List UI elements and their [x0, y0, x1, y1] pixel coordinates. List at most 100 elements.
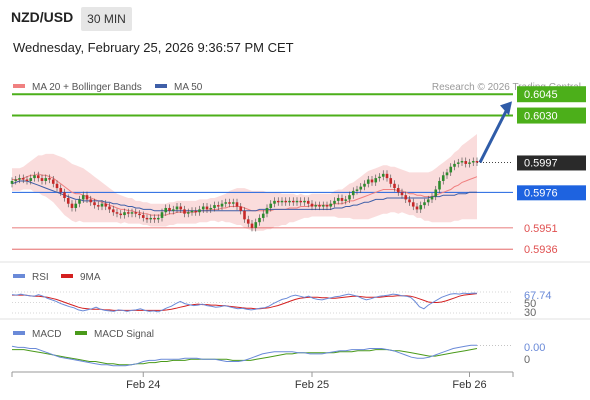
- candle-body: [374, 178, 378, 183]
- candle-body: [156, 217, 160, 220]
- candle-body: [366, 179, 370, 184]
- candle-body: [78, 199, 81, 204]
- candle-body: [434, 189, 438, 197]
- candle-body: [201, 206, 205, 210]
- candle-body: [411, 202, 415, 207]
- legend-label: MACD Signal: [94, 329, 154, 340]
- candle-body: [254, 222, 258, 228]
- candle-body: [299, 200, 303, 203]
- candle-body: [33, 175, 36, 179]
- candle-body: [261, 213, 265, 218]
- candle-body: [14, 179, 18, 181]
- pivot-label-box: [517, 185, 586, 201]
- candle-body: [228, 202, 231, 204]
- candle-body: [29, 178, 33, 181]
- candle-body: [460, 161, 464, 163]
- candle-body: [175, 206, 179, 210]
- candle-body: [321, 205, 325, 207]
- last-price-label: 0.5997: [524, 157, 558, 169]
- candle-body: [276, 200, 280, 203]
- legend-swatch: [61, 274, 73, 278]
- candle-body: [415, 206, 419, 210]
- candle-body: [273, 200, 276, 204]
- legend-swatch: [13, 331, 25, 335]
- support-label: 0.5936: [524, 244, 558, 256]
- target-label: 0.6045: [524, 89, 558, 101]
- candle-body: [306, 200, 310, 204]
- candle-body: [96, 205, 100, 207]
- candle-body: [423, 202, 426, 206]
- candle-body: [51, 179, 55, 184]
- candle-body: [126, 212, 130, 214]
- candle-body: [74, 203, 78, 208]
- candle-body: [141, 215, 145, 218]
- candle-body: [453, 163, 456, 167]
- candle-body: [284, 200, 288, 203]
- forecast-arrow: [478, 106, 510, 164]
- x-axis-label: Feb 26: [452, 379, 486, 391]
- last-price-box: [517, 155, 586, 171]
- rsi-tick-label: 30: [524, 307, 536, 319]
- candle-body: [25, 179, 29, 181]
- legend-label: 9MA: [80, 272, 101, 283]
- candle-body: [441, 175, 445, 181]
- candle-body: [70, 203, 74, 208]
- legend-label: MACD: [32, 329, 61, 340]
- candle-body: [246, 219, 250, 224]
- candle-body: [149, 217, 153, 220]
- candle-body: [239, 206, 243, 211]
- support-label: 0.5951: [524, 223, 558, 235]
- candle-body: [370, 179, 374, 183]
- candle-body: [168, 207, 171, 211]
- target-label-box: [517, 86, 586, 103]
- candle-body: [329, 203, 333, 207]
- candle-body: [48, 178, 51, 180]
- candle-body: [44, 178, 48, 181]
- candle-body: [243, 210, 246, 220]
- candle-body: [59, 188, 63, 193]
- candle-body: [89, 199, 93, 203]
- chart-header: NZD/USD 30 MIN Wednesday, February 25, 2…: [0, 0, 590, 75]
- candle-body: [18, 178, 21, 180]
- candle-body: [164, 207, 168, 213]
- candle-body: [183, 209, 186, 214]
- candle-body: [363, 183, 366, 187]
- candle-body: [138, 213, 141, 216]
- candle-body: [344, 199, 348, 201]
- candle-body: [119, 213, 123, 216]
- candle-body: [213, 205, 216, 208]
- candle-body: [381, 173, 385, 177]
- candle-body: [265, 207, 269, 214]
- rsi-value-label: 67.74: [524, 290, 552, 302]
- candle-body: [355, 189, 359, 191]
- macd-tick-label: 0: [524, 354, 530, 366]
- candle-body: [318, 205, 321, 207]
- x-axis-label: Feb 24: [126, 379, 160, 391]
- candle-body: [198, 209, 201, 213]
- candle-body: [134, 212, 138, 214]
- candle-body: [104, 203, 108, 207]
- candle-body: [21, 178, 25, 180]
- candle-body: [36, 175, 40, 179]
- candle-body: [445, 172, 449, 176]
- candle-body: [426, 199, 430, 203]
- candle-body: [216, 205, 220, 207]
- candle-body: [314, 205, 318, 207]
- candle-body: [449, 166, 453, 173]
- candle-body: [340, 198, 344, 201]
- candle-body: [269, 203, 273, 208]
- timeframe-badge[interactable]: 30 MIN: [81, 7, 132, 31]
- candle-body: [471, 161, 475, 163]
- candle-body: [348, 195, 351, 200]
- legend-swatch: [13, 84, 25, 88]
- symbol-title: NZD/USD: [11, 9, 74, 25]
- chart-datetime: Wednesday, February 25, 2026 9:36:57 PM …: [13, 40, 294, 55]
- watermark: Research © 2026 Trading Central: [432, 82, 581, 93]
- candle-body: [250, 223, 254, 228]
- candle-body: [85, 195, 89, 200]
- candle-body: [468, 162, 471, 164]
- candle-body: [130, 212, 134, 214]
- candle-body: [235, 202, 239, 207]
- candle-body: [430, 196, 434, 200]
- candle-body: [66, 198, 70, 204]
